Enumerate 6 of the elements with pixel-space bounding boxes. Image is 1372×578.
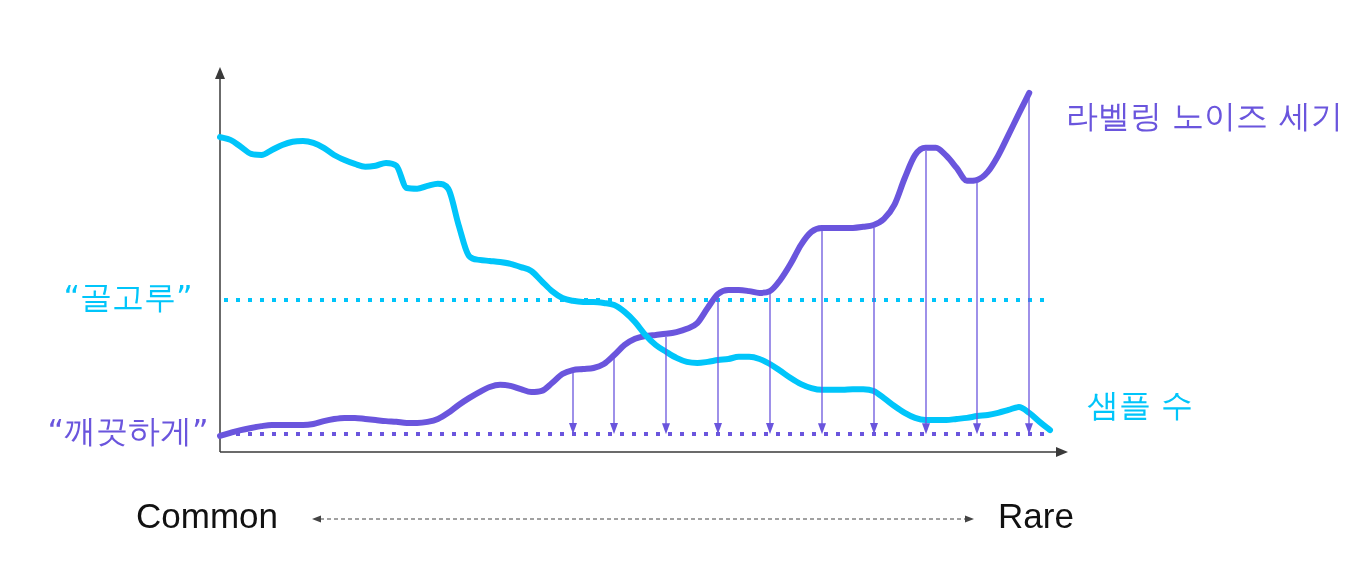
series-label: 라벨링 노이즈 세기 — [1066, 97, 1343, 136]
text: Rare — [998, 496, 1074, 535]
ref-line-label: “깨끗하게” — [47, 412, 209, 451]
text: Common — [136, 496, 278, 535]
series-label: 샘플 수 — [1087, 386, 1194, 425]
ref-line-label: “골고루” — [63, 278, 193, 317]
